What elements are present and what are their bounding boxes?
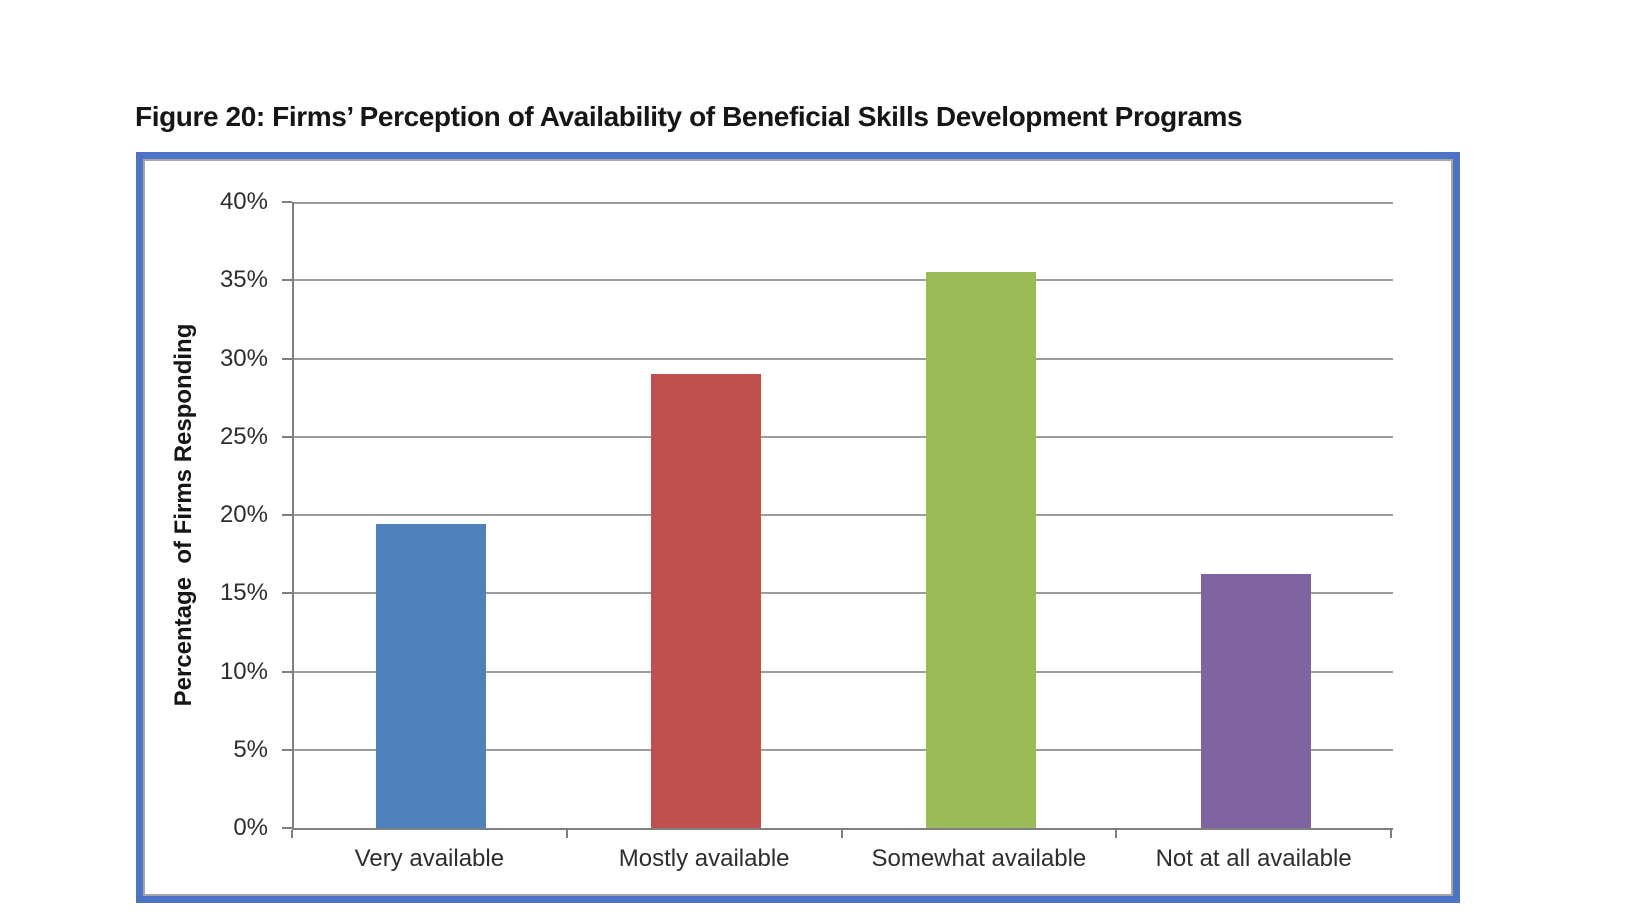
y-tick-label-20pct: 20% — [219, 501, 268, 528]
y-tick-5pct — [282, 748, 292, 751]
y-tick-25pct — [282, 435, 292, 438]
x-category-label-mostly-available: Mostly available — [618, 845, 790, 872]
y-tick-15pct — [282, 592, 292, 595]
gridline-30pct — [294, 357, 1393, 360]
y-tick-label-40pct: 40% — [219, 188, 268, 215]
y-tick-label-0pct: 0% — [233, 814, 268, 841]
y-tick-label-35pct: 35% — [219, 266, 268, 294]
bar-mostly-available — [651, 374, 762, 828]
y-tick-0pct — [282, 827, 292, 829]
y-tick-10pct — [282, 670, 292, 673]
y-tick-30pct — [282, 357, 292, 360]
y-tick-20pct — [282, 514, 292, 516]
gridline-40pct — [294, 202, 1393, 204]
bar-not-at-all-available — [1200, 574, 1311, 828]
x-tick-1 — [565, 830, 568, 838]
chart-frame-inner: Percentage of Firms Responding 40% 35% 30%… — [143, 159, 1453, 896]
gridline-25pct — [294, 435, 1393, 438]
x-category-label-very-available: Very available — [354, 845, 505, 872]
x-tick-0 — [291, 830, 293, 838]
y-tick-label-5pct: 5% — [233, 735, 268, 763]
x-tick-3 — [1115, 830, 1118, 838]
gridline-20pct — [294, 514, 1393, 516]
bar-very-available — [376, 524, 487, 828]
y-tick-label-30pct: 30% — [219, 344, 268, 372]
y-tick-35pct — [282, 279, 292, 282]
figure-title: Figure 20: Firms’ Perception of Availabi… — [135, 101, 1243, 132]
bar-somewhat-available — [925, 272, 1036, 828]
gridline-15pct — [294, 592, 1393, 595]
x-tick-2 — [840, 830, 843, 838]
gridline-5pct — [294, 748, 1393, 751]
x-category-label-not-at-all-available: Not at all available — [1155, 845, 1352, 872]
y-tick-label-10pct: 10% — [219, 657, 268, 685]
x-category-label-somewhat-available: Somewhat available — [871, 845, 1087, 872]
plot-area — [292, 202, 1393, 830]
y-tick-40pct — [282, 201, 292, 203]
chart-frame: Percentage of Firms Responding 40% 35% 30%… — [136, 152, 1460, 903]
gridline-10pct — [294, 670, 1393, 673]
x-tick-4 — [1390, 830, 1392, 838]
gridline-35pct — [294, 279, 1393, 282]
y-tick-label-25pct: 25% — [219, 422, 268, 450]
y-tick-label-15pct: 15% — [219, 579, 268, 607]
